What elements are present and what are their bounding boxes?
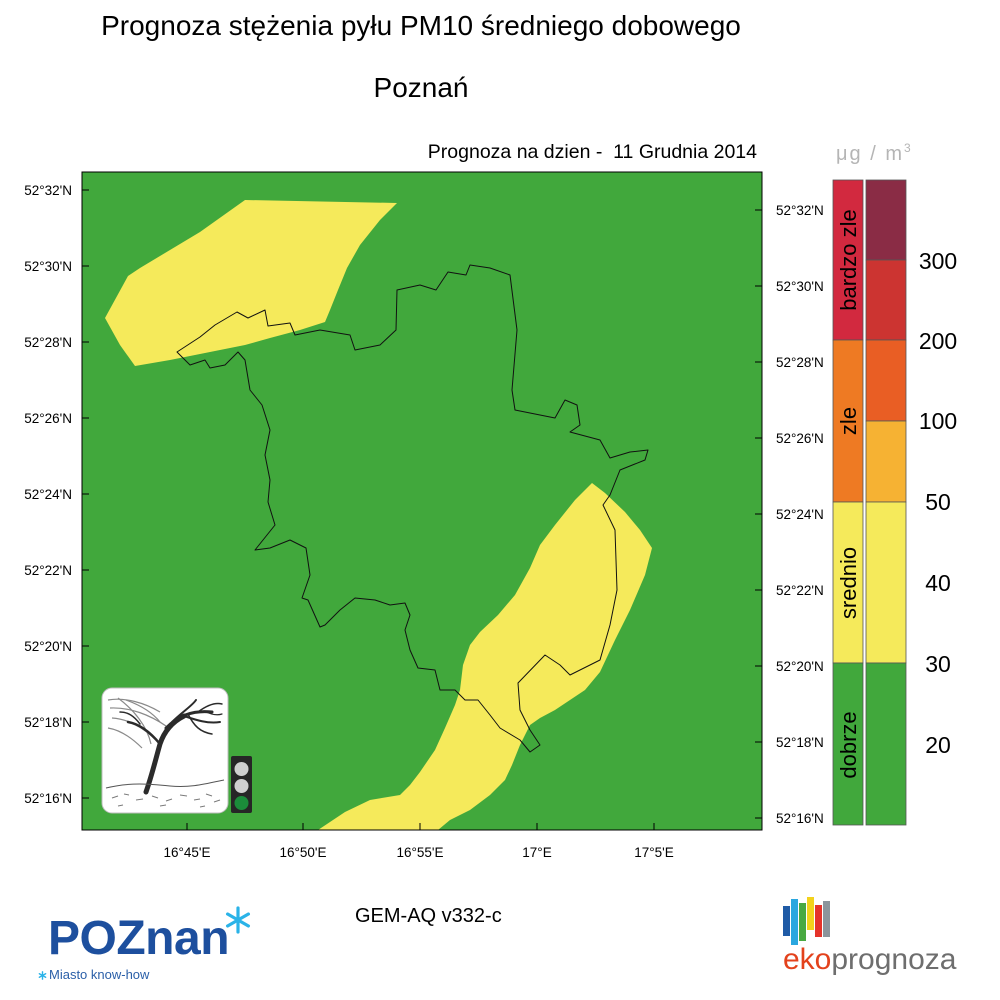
color-bars-icon [783,897,830,945]
lat-label-left: 52°30'N [24,259,72,274]
logo-bar [823,901,830,937]
legend-category-label: bardzo zle [836,209,861,311]
pm10-zone-northwest [105,200,397,366]
tagline-asterisk-arms [38,970,47,980]
legend-scale-band [865,179,907,261]
asterisk-arms [225,906,250,934]
logo-bar [791,899,798,945]
lat-label-left: 52°24'N [24,487,72,502]
legend-category-label: zle [836,407,861,435]
ground-texture [111,793,221,808]
legend-category-dobrze [832,662,864,826]
lat-label-left: 52°16'N [24,791,72,806]
legend-scale-value: 50 [925,489,951,515]
page-title: Prognoza stężenia pyłu PM10 średniego do… [101,10,741,41]
ground-line [105,779,225,789]
ekoprognoza-prefix: eko [783,943,832,976]
traffic-light-middle [234,779,249,793]
lat-label-right: 52°22'N [776,583,824,598]
legend-scale-column [865,179,907,826]
legend-category-label: dobrze [836,711,861,778]
lat-label-left: 52°18'N [24,715,72,730]
wind-lines [107,697,167,749]
legend-scale-band [865,339,907,422]
lat-label-right: 52°20'N [776,659,824,674]
legend-category-column [832,179,864,826]
lon-label: 16°45'E [163,845,210,860]
lat-label-left: 52°26'N [24,411,72,426]
legend-scale-value: 20 [925,732,951,758]
lat-label-left: 52°22'N [24,563,72,578]
legend-scale-value: 200 [919,328,957,354]
logo-bar [799,903,806,941]
legend-scale-value: 30 [925,651,951,677]
ekoprognoza-suffix: prognoza [831,943,957,976]
latitude-axis-right [755,209,762,819]
lat-label-right: 52°16'N [776,811,824,826]
traffic-light-bottom-green [234,796,249,810]
ekoprognoza-logo-wordmark: ekoprognoza [783,943,956,977]
latitude-axis-left [82,189,89,799]
lat-label-right: 52°30'N [776,279,824,294]
logo-bar [815,905,822,937]
legend-scale-band [865,420,907,503]
pm10-zone-southeast [318,483,652,830]
unit-base: μg / m [836,143,904,165]
map-panel: 52°32'N 52°30'N 52°28'N 52°26'N 52°24'N … [24,171,824,860]
lon-label: 16°55'E [396,845,443,860]
unit-exponent: 3 [903,141,911,155]
poznan-city-boundary [176,264,649,753]
poznan-logo-tagline: Miasto know-how [38,967,149,983]
lat-label-left: 52°32'N [24,183,72,198]
legend-scale-value: 300 [919,248,957,274]
legend-category-zle [832,339,864,503]
legend-scale-values: 300 200 100 50 40 30 20 [919,248,957,758]
model-version-label: GEM-AQ v332-c [355,905,502,927]
lat-label-left: 52°20'N [24,639,72,654]
longitude-labels: 16°45'E 16°50'E 16°55'E 17°E 17°5'E [163,845,673,860]
city-name: Poznań [373,72,469,103]
lon-label: 17°E [522,845,551,860]
lon-label: 16°50'E [279,845,326,860]
lon-label: 17°5'E [634,845,674,860]
lat-label-right: 52°18'N [776,735,824,750]
asterisk-icon [225,906,250,934]
legend-category-srednio [832,501,864,664]
legend: bardzo zle zle srednio dobrze 300 200 10… [832,179,957,826]
tree-branches [119,699,223,746]
legend-scale-band [865,501,907,664]
lat-label-right: 52°32'N [776,203,824,218]
lat-label-right: 52°28'N [776,355,824,370]
latitude-labels-right: 52°32'N 52°30'N 52°28'N 52°26'N 52°24'N … [776,203,824,826]
logo-bar [783,906,790,936]
tagline-text: Miasto know-how [49,967,150,982]
traffic-light-top [234,762,249,776]
legend-category-label: srednio [836,547,861,619]
legend-scale-band [865,662,907,826]
poznan-logo-wordmark: POZnan [48,912,230,965]
traffic-light-icon [231,756,252,813]
logo-bar [807,897,814,930]
legend-unit: μg / m3 [836,136,911,166]
lat-label-left: 52°28'N [24,335,72,350]
map-frame [81,171,763,831]
legend-scale-value: 40 [925,570,951,596]
forecast-date-label: Prognoza na dzien - 11 Grudnia 2014 [427,141,757,163]
legend-scale-band [865,259,907,341]
tagline-asterisk-icon [38,970,47,980]
windswept-tree-icon [101,687,229,814]
longitude-axis [186,823,655,830]
legend-scale-value: 100 [919,408,957,434]
inset-card [101,687,229,814]
lat-label-right: 52°24'N [776,507,824,522]
latitude-labels-left: 52°32'N 52°30'N 52°28'N 52°26'N 52°24'N … [24,183,72,806]
lat-label-right: 52°26'N [776,431,824,446]
